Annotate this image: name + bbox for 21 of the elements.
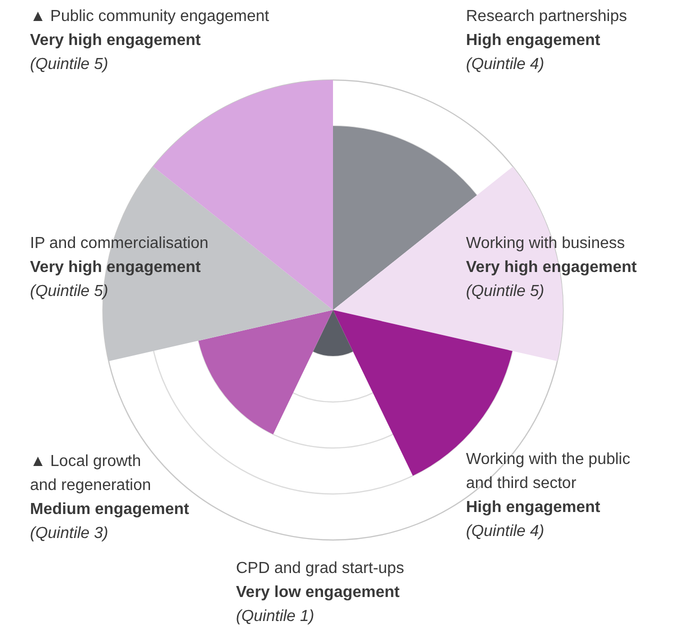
category-label: Working with the public and third sector [466,451,630,492]
category-label: Working with business [466,235,625,252]
data-label: (Quintile 4) [466,56,544,73]
data-label: (Quintile 4) [466,523,544,540]
data-label: (Quintile 3) [30,525,108,542]
data-label: (Quintile 5) [30,56,108,73]
text: High engagement [466,32,601,49]
text: Very high engagement [466,259,638,276]
category-label: ▲ Public community engagement [30,8,270,25]
text: Medium engagement [30,501,190,518]
data-label: (Quintile 5) [466,283,544,300]
data-label: (Quintile 1) [236,608,314,625]
category-label: Research partnerships [466,8,627,25]
category-label: ▲ Local growth and regeneration [30,453,151,494]
text: High engagement [466,499,601,516]
category-label: CPD and grad start-ups [236,560,404,577]
text: Very low engagement [236,584,400,601]
text: Very high engagement [30,259,202,276]
data-label: (Quintile 5) [30,283,108,300]
text: Very high engagement [30,32,202,49]
category-label: IP and commercialisation [30,235,208,252]
